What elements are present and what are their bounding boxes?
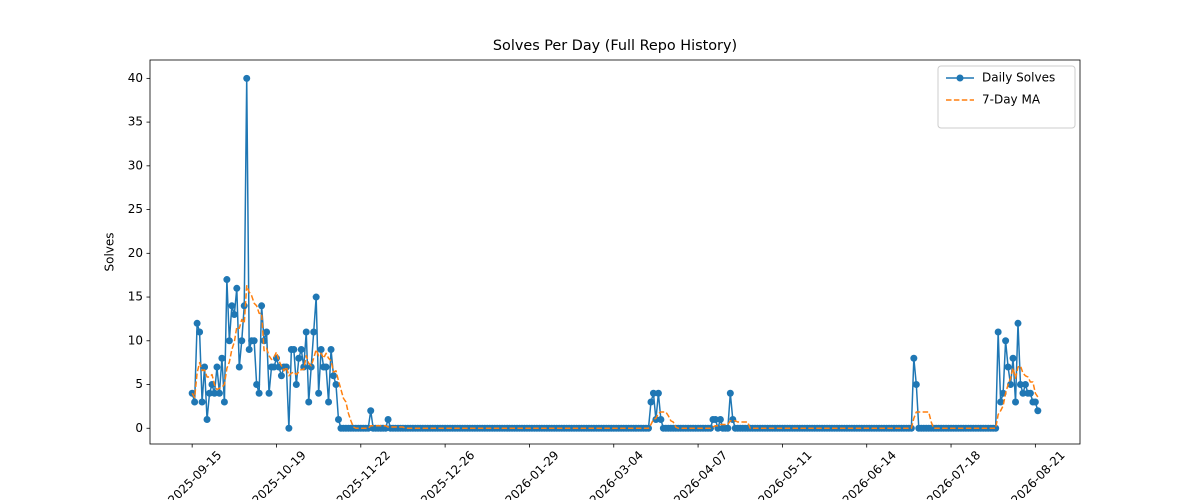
data-point bbox=[250, 337, 258, 345]
data-point bbox=[992, 424, 1000, 432]
data-point bbox=[714, 424, 722, 432]
data-point bbox=[711, 416, 719, 424]
y-tick-label: 5 bbox=[135, 377, 143, 391]
data-point bbox=[213, 363, 221, 371]
data-point bbox=[1016, 381, 1024, 389]
data-point bbox=[225, 337, 233, 345]
y-tick-label: 10 bbox=[128, 333, 143, 347]
data-point bbox=[317, 346, 325, 354]
data-point bbox=[1031, 398, 1039, 406]
data-point bbox=[238, 337, 246, 345]
data-point bbox=[1012, 398, 1020, 406]
data-point bbox=[1014, 319, 1022, 327]
data-point bbox=[233, 284, 241, 292]
data-point bbox=[277, 372, 285, 380]
y-tick-label: 35 bbox=[128, 115, 143, 129]
data-point bbox=[1004, 363, 1012, 371]
data-point bbox=[265, 389, 273, 397]
data-point bbox=[367, 407, 375, 415]
data-point bbox=[258, 302, 266, 310]
data-point bbox=[297, 346, 305, 354]
data-point bbox=[724, 424, 732, 432]
data-point bbox=[305, 398, 313, 406]
data-point bbox=[255, 389, 263, 397]
data-point bbox=[325, 398, 333, 406]
y-axis-label: Solves bbox=[103, 232, 117, 271]
y-tick-label: 40 bbox=[128, 71, 143, 85]
y-tick-label: 30 bbox=[128, 158, 143, 172]
plot-area bbox=[188, 74, 1042, 432]
data-point bbox=[1026, 389, 1034, 397]
data-point bbox=[330, 372, 338, 380]
data-point bbox=[230, 311, 238, 319]
data-point bbox=[240, 302, 248, 310]
data-point bbox=[1019, 389, 1027, 397]
data-point bbox=[1002, 337, 1010, 345]
data-point bbox=[198, 398, 206, 406]
data-point bbox=[253, 381, 261, 389]
data-point bbox=[1009, 354, 1017, 362]
data-point bbox=[652, 416, 660, 424]
series-line bbox=[191, 285, 1039, 430]
data-point bbox=[910, 354, 918, 362]
data-point bbox=[312, 293, 320, 301]
data-point bbox=[243, 74, 251, 82]
axes-frame bbox=[149, 59, 1081, 445]
y-tick-label: 25 bbox=[128, 202, 143, 216]
data-point bbox=[245, 346, 253, 354]
data-point bbox=[334, 416, 342, 424]
data-point bbox=[263, 328, 271, 336]
data-point bbox=[1034, 407, 1042, 415]
data-point bbox=[206, 389, 214, 397]
chart-title: Solves Per Day (Full Repo History) bbox=[493, 38, 737, 54]
data-point bbox=[307, 363, 315, 371]
data-point bbox=[657, 416, 665, 424]
data-point bbox=[290, 346, 298, 354]
y-tick-label: 20 bbox=[128, 246, 143, 260]
data-point bbox=[997, 398, 1005, 406]
data-point bbox=[285, 424, 293, 432]
data-point bbox=[649, 389, 657, 397]
data-point bbox=[292, 381, 300, 389]
data-point bbox=[994, 328, 1002, 336]
data-point bbox=[322, 363, 330, 371]
legend-box bbox=[937, 65, 1076, 129]
data-point bbox=[912, 381, 920, 389]
legend-label: Daily Solves bbox=[982, 71, 1055, 85]
data-point bbox=[384, 416, 392, 424]
data-point bbox=[654, 389, 662, 397]
data-point bbox=[726, 389, 734, 397]
data-point bbox=[300, 363, 308, 371]
data-point bbox=[295, 354, 303, 362]
data-point bbox=[716, 416, 724, 424]
data-point bbox=[310, 328, 318, 336]
data-point bbox=[191, 398, 199, 406]
data-point bbox=[218, 354, 226, 362]
data-point bbox=[193, 319, 201, 327]
data-point bbox=[315, 389, 323, 397]
data-point bbox=[220, 398, 228, 406]
data-point bbox=[332, 381, 340, 389]
data-point bbox=[201, 363, 209, 371]
data-point bbox=[235, 363, 243, 371]
legend: Daily Solves 7-Day MA bbox=[937, 65, 1076, 129]
data-point bbox=[270, 363, 278, 371]
data-point bbox=[215, 389, 223, 397]
data-point bbox=[1007, 381, 1015, 389]
data-point bbox=[302, 328, 310, 336]
data-point bbox=[203, 416, 211, 424]
legend-label: 7-Day MA bbox=[982, 93, 1041, 107]
legend-marker bbox=[956, 74, 964, 82]
data-point bbox=[223, 276, 231, 284]
data-point bbox=[210, 389, 218, 397]
data-point bbox=[1021, 381, 1029, 389]
data-point bbox=[647, 398, 655, 406]
data-point bbox=[196, 328, 204, 336]
y-tick-label: 0 bbox=[135, 421, 143, 435]
data-point bbox=[327, 346, 335, 354]
data-point bbox=[228, 302, 236, 310]
y-tick-label: 15 bbox=[128, 290, 143, 304]
